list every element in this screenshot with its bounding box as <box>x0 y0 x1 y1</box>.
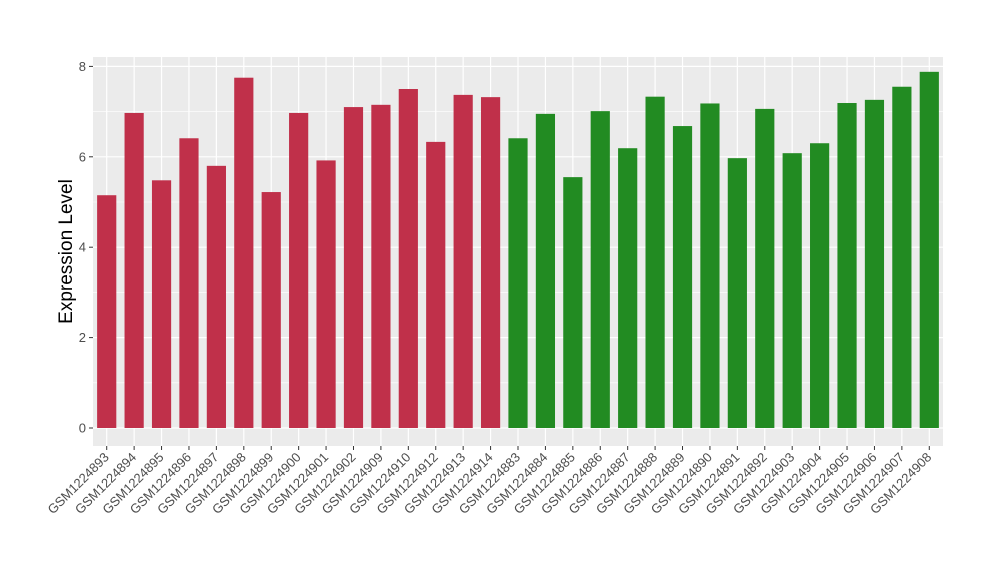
y-tick-label: 4 <box>79 240 86 255</box>
bar-GSM1224907 <box>892 86 912 429</box>
bar-GSM1224884 <box>535 113 556 429</box>
bar-GSM1224913 <box>453 94 473 428</box>
bar-GSM1224894 <box>124 112 144 429</box>
bar-GSM1224887 <box>618 148 638 428</box>
bar-GSM1224904 <box>810 143 830 429</box>
bar-GSM1224889 <box>672 126 693 429</box>
bar-GSM1224914 <box>480 97 501 429</box>
bar-GSM1224885 <box>563 177 583 428</box>
bar-GSM1224898 <box>234 77 254 428</box>
bar-GSM1224902 <box>343 107 364 428</box>
bar-GSM1224890 <box>700 103 720 429</box>
bar-GSM1224905 <box>837 103 857 429</box>
bars <box>97 71 939 429</box>
bar-GSM1224910 <box>398 89 418 428</box>
x-axis: GSM1224893GSM1224894GSM1224895GSM1224896… <box>44 446 934 517</box>
y-axis-title: Expression Level <box>56 179 77 324</box>
bar-GSM1224886 <box>590 111 610 428</box>
bar-GSM1224896 <box>179 138 199 428</box>
bar-GSM1224895 <box>151 180 172 428</box>
bar-GSM1224900 <box>289 112 309 429</box>
bar-GSM1224897 <box>206 165 226 428</box>
bar-GSM1224909 <box>371 104 391 428</box>
y-tick-label: 8 <box>79 59 86 74</box>
bar-GSM1224899 <box>261 192 281 428</box>
bar-GSM1224908 <box>919 71 939 428</box>
bar-GSM1224888 <box>645 96 665 429</box>
bar-GSM1224906 <box>864 99 885 429</box>
y-tick-label: 2 <box>79 330 86 345</box>
bar-GSM1224912 <box>426 141 446 428</box>
bar-GSM1224901 <box>316 160 336 428</box>
bar-GSM1224903 <box>782 153 802 428</box>
bar-GSM1224891 <box>727 158 747 428</box>
bar-GSM1224883 <box>508 138 528 428</box>
bar-GSM1224892 <box>755 108 775 428</box>
y-axis: 0 2 4 6 8 <box>79 59 93 436</box>
y-tick-label: 0 <box>79 421 86 436</box>
y-tick-label: 6 <box>79 149 86 164</box>
bar-GSM1224893 <box>97 195 117 428</box>
